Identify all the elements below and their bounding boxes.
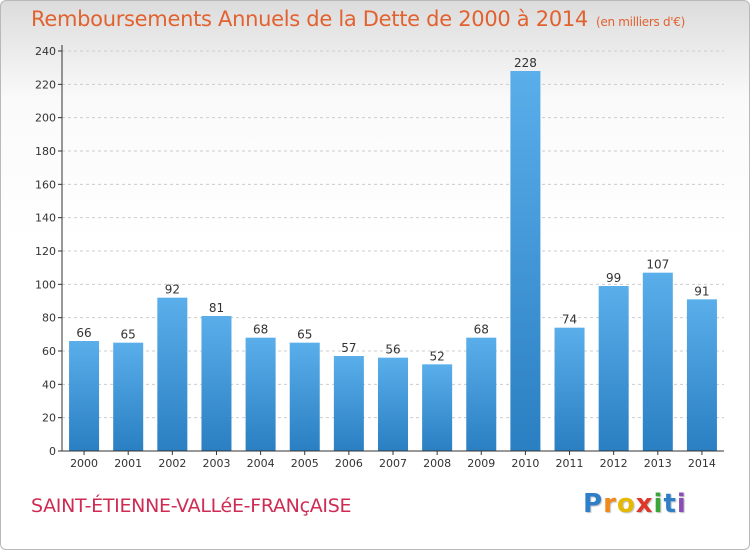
bar-value-label: 57 (341, 341, 356, 355)
x-tick-label: 2013 (644, 457, 672, 470)
bar-value-label: 99 (606, 271, 621, 285)
y-tick-label: 40 (42, 378, 56, 391)
chart-unit: (en milliers d'€) (596, 15, 686, 29)
bar-value-label: 107 (646, 258, 669, 272)
bar (289, 342, 320, 451)
bar (113, 342, 144, 451)
logo-letter: r (603, 489, 617, 519)
logo-letter: x (635, 489, 654, 519)
y-tick-label: 0 (49, 445, 56, 458)
y-tick-label: 20 (42, 412, 56, 425)
bar (510, 71, 541, 451)
x-tick-label: 2009 (467, 457, 495, 470)
y-tick-label: 220 (35, 78, 56, 91)
x-tick-label: 2011 (556, 457, 584, 470)
bar-value-label: 91 (694, 284, 709, 298)
bar (686, 299, 717, 451)
y-tick-label: 200 (35, 112, 56, 125)
logo-letter: t (663, 489, 677, 519)
logo-letter: i (653, 489, 664, 519)
y-tick-label: 180 (35, 145, 56, 158)
bar (245, 337, 276, 451)
chart-title-text: Remboursements Annuels de la Dette de 20… (31, 7, 588, 31)
bar-value-label: 65 (297, 328, 312, 342)
bar-value-label: 92 (165, 283, 180, 297)
y-tick-label: 80 (42, 312, 56, 325)
bar-value-label: 56 (385, 343, 400, 357)
x-tick-label: 2008 (423, 457, 451, 470)
commune-name: SAINT-ÉTIENNE-VALLéE-FRANçAISE (31, 495, 352, 517)
bar (69, 341, 100, 451)
x-tick-label: 2004 (247, 457, 275, 470)
bar (554, 327, 585, 451)
bar (201, 316, 232, 451)
bar-value-label: 65 (121, 328, 136, 342)
x-tick-label: 2006 (335, 457, 363, 470)
bar-value-label: 68 (474, 323, 489, 337)
bars: 66 65 92 81 68 65 57 56 52 68 228 74 99 107 91 (69, 56, 717, 451)
bar-value-label: 74 (562, 313, 577, 327)
x-axis-ticks: 2000 2001 2002 2003 2004 2005 2006 2007 2008 2009… (70, 451, 716, 470)
bar (422, 364, 453, 451)
y-tick-label: 240 (35, 45, 56, 58)
y-tick-label: 60 (42, 345, 56, 358)
logo-letter: o (616, 489, 636, 519)
x-tick-label: 2002 (158, 457, 186, 470)
axes (61, 45, 724, 452)
y-tick-label: 120 (35, 245, 56, 258)
y-axis-ticks: 0 20 40 60 80 100 120 140 160 180 200 220 240 (35, 45, 62, 458)
bar (598, 286, 629, 451)
bar (466, 337, 497, 451)
bar-value-label: 66 (76, 326, 91, 340)
bar (642, 272, 673, 451)
x-tick-label: 2012 (600, 457, 628, 470)
logo-letter: i (676, 489, 687, 519)
x-tick-label: 2003 (202, 457, 230, 470)
x-tick-label: 2000 (70, 457, 98, 470)
bar (377, 357, 409, 451)
bar-value-label: 81 (209, 301, 224, 315)
x-tick-label: 2007 (379, 457, 407, 470)
bar (333, 356, 364, 451)
x-tick-label: 2001 (114, 457, 142, 470)
y-tick-label: 140 (35, 212, 56, 225)
y-tick-label: 100 (35, 278, 56, 291)
bar (157, 297, 188, 451)
x-tick-label: 2014 (688, 457, 716, 470)
bar-value-label: 52 (429, 349, 444, 363)
x-tick-label: 2010 (511, 457, 539, 470)
bar-value-label: 228 (514, 56, 537, 70)
x-tick-label: 2005 (291, 457, 319, 470)
proxiti-logo: Proxiti (583, 489, 687, 519)
bar-value-label: 68 (253, 323, 268, 337)
y-tick-label: 160 (35, 178, 56, 191)
chart-title: Remboursements Annuels de la Dette de 20… (31, 7, 685, 31)
logo-letter: P (583, 489, 604, 519)
